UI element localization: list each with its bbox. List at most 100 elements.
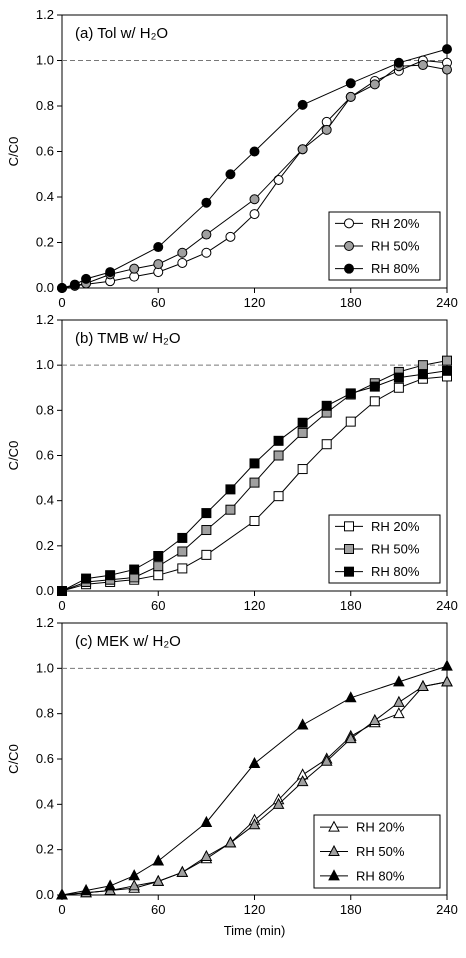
- legend-label: RH 50%: [371, 239, 420, 254]
- data-point: [369, 79, 380, 90]
- data-point: [128, 879, 141, 891]
- y-tick-label: 0.2: [36, 235, 54, 250]
- data-point: [177, 532, 188, 543]
- y-tick-label: 0.2: [36, 538, 54, 553]
- y-axis-title: C/C0: [6, 137, 21, 167]
- data-point: [201, 549, 212, 560]
- data-point: [201, 508, 212, 519]
- data-point: [249, 194, 260, 205]
- data-point: [153, 561, 164, 572]
- data-point: [57, 586, 67, 596]
- data-point: [442, 44, 452, 55]
- legend-label: RH 50%: [371, 542, 420, 557]
- data-point: [297, 427, 308, 438]
- series-3: [57, 365, 452, 596]
- x-tick-label: 180: [340, 902, 362, 917]
- data-point: [417, 60, 428, 71]
- x-tick-label: 0: [58, 598, 65, 613]
- legend-marker: [344, 544, 354, 554]
- y-tick-label: 0.8: [36, 98, 54, 113]
- data-point: [297, 417, 308, 428]
- y-tick-label: 1.0: [36, 660, 54, 675]
- data-point: [177, 257, 188, 268]
- legend-marker: [344, 241, 354, 251]
- x-tick-label: 120: [244, 598, 266, 613]
- x-tick-label: 180: [340, 598, 362, 613]
- data-point: [393, 382, 404, 393]
- y-tick-label: 1.0: [36, 357, 54, 372]
- data-point: [128, 869, 141, 881]
- data-point: [249, 515, 260, 526]
- x-tick-label: 240: [436, 295, 458, 310]
- y-tick-label: 1.2: [36, 615, 54, 630]
- y-tick-label: 0.4: [36, 493, 54, 508]
- data-point: [200, 849, 213, 861]
- y-tick-label: 0.6: [36, 448, 54, 463]
- data-point: [201, 525, 212, 536]
- data-point: [249, 477, 260, 488]
- data-point: [249, 458, 260, 469]
- x-tick-label: 120: [244, 295, 266, 310]
- series-3: [57, 44, 452, 293]
- data-point: [441, 659, 453, 671]
- x-tick-label: 180: [340, 295, 362, 310]
- data-point: [393, 695, 405, 707]
- y-tick-label: 0.8: [36, 402, 54, 417]
- y-tick-label: 0.6: [36, 751, 54, 766]
- data-point: [417, 369, 428, 380]
- data-point: [345, 388, 356, 399]
- data-point: [393, 675, 405, 687]
- y-tick-label: 0.4: [36, 189, 54, 204]
- data-point: [129, 263, 140, 274]
- y-axis-title: C/C0: [6, 744, 21, 774]
- x-tick-label: 0: [58, 902, 65, 917]
- chart-panel-1: 0.0 0.2 0.4 0.6 0.8 1.0 1.2 0 60 120 180 240 C/C0 (a)…: [6, 7, 458, 310]
- chart-panel-2: 0.0 0.2 0.4 0.6 0.8 1.0 1.2 0 60 120 180 240 C/C0 (b)…: [6, 312, 458, 613]
- data-point: [345, 416, 356, 427]
- data-point: [320, 754, 333, 766]
- data-point: [321, 400, 332, 411]
- data-point: [104, 879, 116, 891]
- data-point: [81, 273, 92, 284]
- data-point: [273, 450, 284, 461]
- data-point: [225, 484, 236, 495]
- legend: RH 20% RH 50% RH 80%: [313, 814, 441, 889]
- data-point: [296, 718, 309, 730]
- data-point: [417, 679, 429, 691]
- x-axis-title: Time (min): [224, 923, 286, 938]
- data-point: [129, 564, 140, 575]
- data-point: [442, 355, 452, 366]
- data-point: [321, 124, 332, 135]
- data-point: [201, 229, 212, 240]
- data-point: [393, 707, 405, 719]
- data-point: [273, 174, 284, 185]
- legend: RH 20% RH 50% RH 80%: [328, 514, 441, 584]
- panel-title: (b) TMB w/ H₂O: [75, 330, 181, 347]
- y-axis-title: C/C0: [6, 441, 21, 471]
- data-point: [56, 888, 68, 900]
- legend-label: RH 20%: [356, 820, 405, 835]
- legend-marker: [344, 566, 354, 577]
- legend-marker: [328, 869, 340, 881]
- y-tick-label: 0.6: [36, 144, 54, 159]
- data-point: [176, 865, 189, 877]
- data-point: [273, 435, 284, 446]
- legend-label: RH 20%: [371, 519, 420, 534]
- data-point: [344, 691, 357, 703]
- data-point: [249, 146, 260, 157]
- x-tick-label: 60: [151, 902, 165, 917]
- chart-panel-3: 0.0 0.2 0.4 0.6 0.8 1.0 1.2 0 60 120 180 240 C/C0 Tim…: [6, 615, 458, 938]
- legend-marker: [328, 820, 340, 832]
- data-point: [369, 381, 380, 392]
- data-point: [296, 775, 309, 787]
- data-point: [248, 756, 261, 769]
- data-point: [153, 550, 164, 561]
- x-tick-label: 120: [244, 902, 266, 917]
- data-point: [81, 573, 92, 584]
- legend: RH 20% RH 50% RH 80%: [328, 211, 441, 281]
- data-point: [153, 259, 164, 270]
- data-point: [201, 247, 212, 258]
- data-point: [57, 283, 67, 293]
- data-point: [297, 144, 308, 155]
